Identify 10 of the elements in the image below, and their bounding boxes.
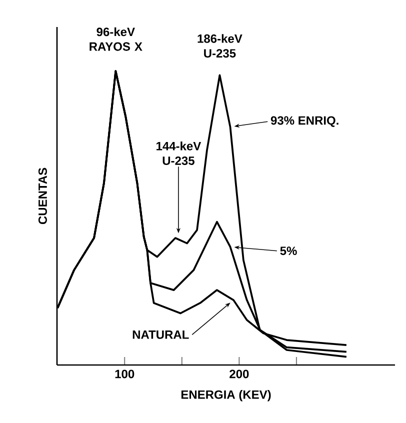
x-tick-label: 200 — [230, 370, 249, 378]
annotation: 186-keV U-235 — [198, 34, 242, 58]
legend-label: 5% — [280, 246, 297, 256]
series-label: NATURAL — [132, 330, 189, 339]
x-tick-label: 100 — [115, 370, 134, 378]
legend-label: 93% ENRIQ. — [270, 116, 338, 127]
annotation: 96-keV RAYOS X — [90, 27, 142, 51]
y-axis-title: CUENTAS — [38, 168, 47, 224]
x-axis-title: ENERGIA (KEV) — [181, 390, 271, 402]
annotation: 144-keV U-235 — [156, 142, 202, 165]
